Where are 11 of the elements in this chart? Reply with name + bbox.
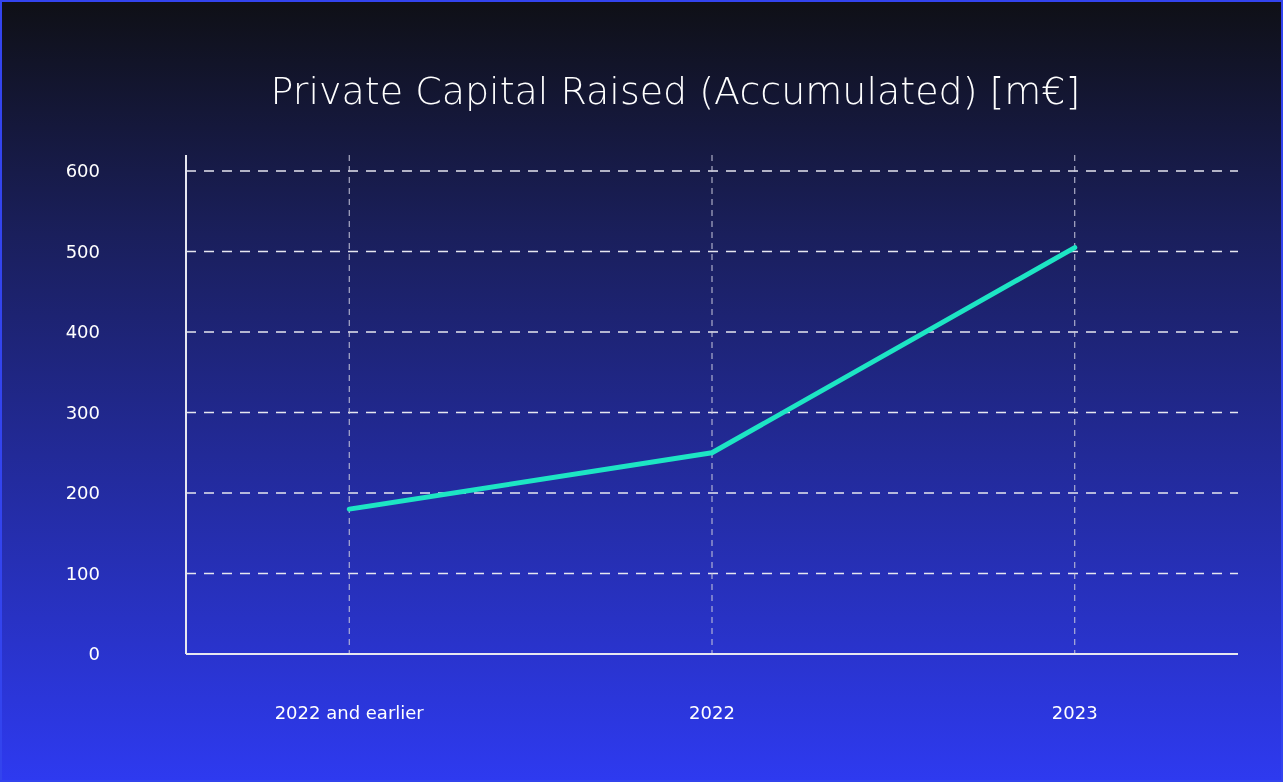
y-tick-label: 500 [65,240,100,262]
x-tick-label: 2023 [1051,702,1098,723]
chart-title: Private Capital Raised (Accumulated) [m€] [270,69,1081,113]
y-tick-label: 200 [65,482,100,504]
x-tick-label: 2022 and earlier [274,702,425,723]
y-tick-label: 100 [65,562,100,584]
y-tick-label: 400 [65,321,100,343]
y-tick-label: 600 [65,160,100,182]
x-tick-label: 2022 [689,702,735,723]
y-tick-label: 300 [65,401,100,423]
y-tick-label: 0 [88,643,100,665]
